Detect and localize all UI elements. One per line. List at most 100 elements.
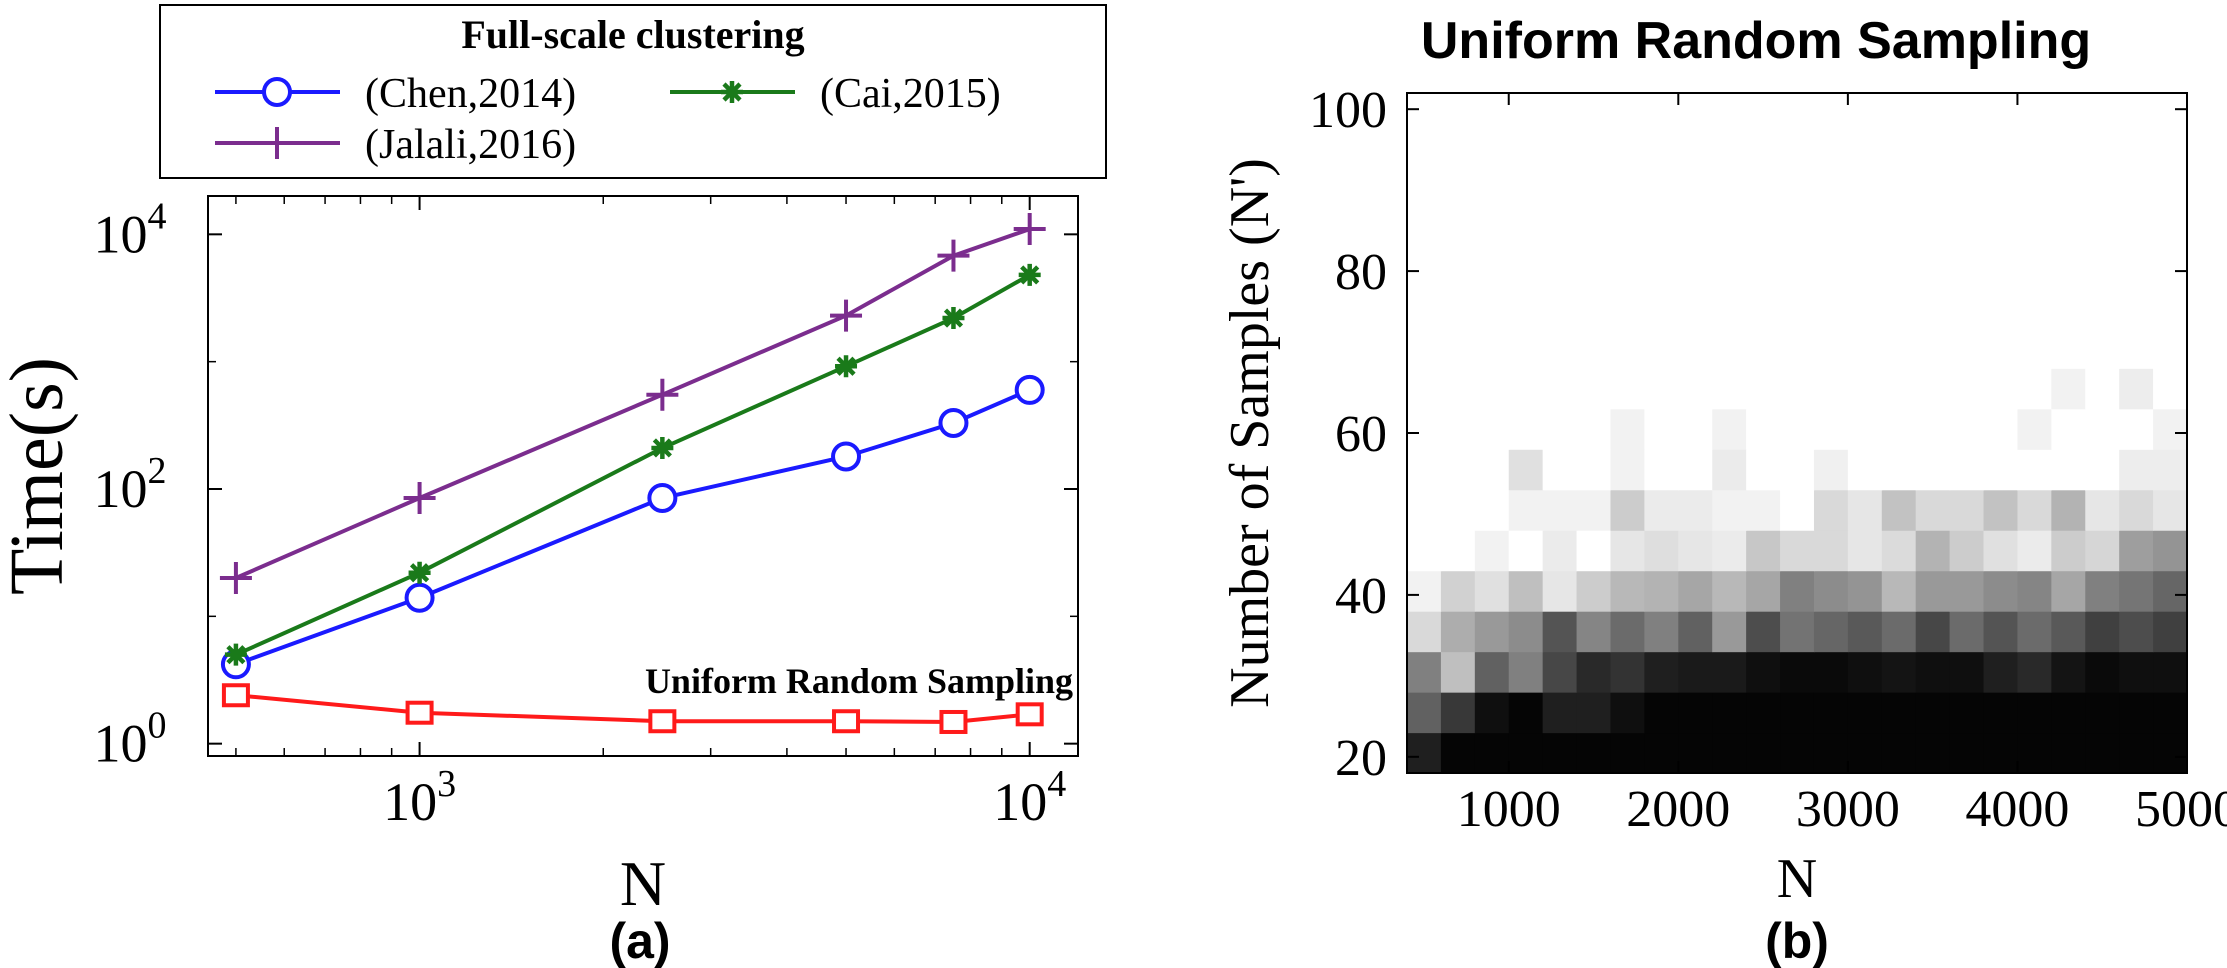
data-point	[937, 239, 970, 272]
x-tick-label: 104	[993, 763, 1066, 832]
heatmap-cell	[1474, 692, 1510, 734]
heatmap-cell	[1881, 732, 1917, 774]
heatmap-cell	[1847, 368, 1883, 410]
heatmap-cell	[1440, 368, 1476, 410]
heatmap-cell	[1407, 732, 1442, 774]
heatmap-cell	[2085, 327, 2120, 369]
heatmap-cell	[1542, 408, 1578, 450]
heatmap-cell	[1949, 368, 1985, 410]
heatmap-cell	[2017, 732, 2052, 774]
heatmap-cell	[1610, 530, 1645, 572]
heatmap-cell	[1610, 327, 1645, 369]
heatmap-cell	[2153, 651, 2188, 693]
heatmap-cell	[2051, 530, 2086, 572]
series-circle	[220, 374, 1045, 680]
x-tick-label: 1000	[1457, 781, 1561, 838]
x-tick-label: 5000	[2135, 781, 2227, 838]
heatmap-cell	[1508, 489, 1544, 531]
x-tick-label: 4000	[1965, 781, 2069, 838]
heatmap-cell	[1915, 570, 1951, 612]
heatmap-cell	[1983, 530, 2019, 572]
heatmap-cell	[2017, 327, 2052, 369]
heatmap-cell	[1813, 651, 1849, 693]
heatmap-cell	[1678, 449, 1713, 491]
heatmap-cell	[2051, 327, 2086, 369]
heatmap-cell	[2017, 692, 2052, 734]
heatmap-cell	[1983, 732, 2019, 774]
heatmap-cell	[2051, 408, 2086, 450]
heatmap-cell	[2085, 368, 2120, 410]
heatmap-cell	[2119, 408, 2154, 450]
heatmap-cell	[1780, 732, 1815, 774]
heatmap-cell	[1610, 408, 1645, 450]
annotation-uniform: Uniform Random Sampling	[645, 661, 1073, 701]
heatmap-cell	[1881, 489, 1917, 531]
data-point	[408, 561, 431, 584]
heatmap-cell	[1949, 408, 1985, 450]
heatmap-cell	[1949, 530, 1985, 572]
heatmap-cell	[1474, 611, 1510, 653]
y-tick-label: 100	[1309, 82, 1387, 139]
heatmap-cell	[1407, 408, 1442, 450]
heatmap-cell	[1780, 570, 1815, 612]
heatmap-cell	[1644, 408, 1679, 450]
heatmap-cell	[1780, 449, 1815, 491]
heatmap-cell	[2119, 489, 2154, 531]
heatmap-cell	[1983, 611, 2019, 653]
heatmap-cell	[1712, 489, 1747, 531]
heatmap-cell	[1949, 489, 1985, 531]
y-tick-label: 80	[1335, 244, 1387, 301]
heatmap-cell	[1474, 408, 1510, 450]
y-axis-label-b: Number of Samples (N')	[1219, 158, 1281, 708]
heatmap-cell	[1610, 692, 1645, 734]
heatmap-cell	[1813, 611, 1849, 653]
legend-label: (Jalali,2016)	[365, 122, 576, 168]
heatmap-cell	[1508, 530, 1544, 572]
x-axis-label-b: N	[1777, 848, 1817, 910]
heatmap-cell	[2119, 611, 2154, 653]
heatmap-cell	[1712, 408, 1747, 450]
heatmap-cell	[1474, 732, 1510, 774]
heatmap-cell	[1983, 327, 2019, 369]
heatmap-cell	[1644, 530, 1679, 572]
heatmap-cell	[1813, 327, 1849, 369]
heatmap-cell	[1780, 327, 1815, 369]
heatmap-cell	[1712, 611, 1747, 653]
heatmap-cell	[1644, 692, 1679, 734]
panel-label-b: (b)	[1765, 913, 1829, 968]
heatmap-cell	[2051, 449, 2086, 491]
heatmap-cell	[1508, 327, 1544, 369]
data-point	[651, 436, 674, 459]
heatmap-cell	[1610, 570, 1645, 612]
heatmap-cell	[1746, 449, 1781, 491]
heatmap-cell	[1847, 732, 1883, 774]
heatmap-title: Uniform Random Sampling	[1421, 12, 2091, 70]
heatmap-cell	[1407, 327, 1442, 369]
heatmap-cell	[1712, 570, 1747, 612]
heatmap-cell	[1407, 368, 1442, 410]
data-point	[1013, 213, 1046, 246]
heatmap-cell	[1407, 489, 1442, 531]
heatmap-cell	[2153, 570, 2188, 612]
heatmap-cell	[1407, 570, 1442, 612]
heatmap-cell	[1881, 611, 1917, 653]
heatmap-cell	[1678, 530, 1713, 572]
heatmap-cell	[1610, 732, 1645, 774]
heatmap-cell	[2119, 732, 2154, 774]
heatmap-cell	[1949, 651, 1985, 693]
heatmap-cell	[1746, 732, 1781, 774]
heatmap-cell	[1576, 732, 1612, 774]
series-asterisk	[224, 263, 1041, 666]
heatmap-cell	[1915, 692, 1951, 734]
heatmap-cell	[1746, 408, 1781, 450]
heatmap-cell	[1746, 530, 1781, 572]
heatmap-cell	[2051, 692, 2086, 734]
data-point	[224, 643, 247, 666]
heatmap-cell	[2119, 570, 2154, 612]
y-tick-label: 20	[1335, 730, 1387, 787]
heatmap-cell	[1712, 530, 1747, 572]
heatmap-cell	[1508, 368, 1544, 410]
heatmap-cell	[1746, 489, 1781, 531]
heatmap-cell	[1576, 651, 1612, 693]
heatmap-cell	[1746, 651, 1781, 693]
